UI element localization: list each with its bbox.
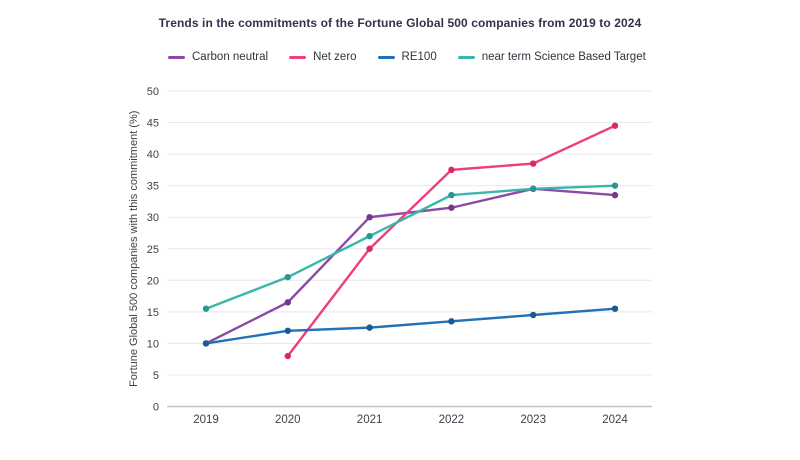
data-point-net-zero[interactable] [366,245,373,252]
data-point-near-term-science-based-target[interactable] [530,185,537,193]
legend-line-swatch [289,55,307,59]
data-point-re100[interactable] [530,311,537,319]
y-tick-label: 15 [147,307,159,319]
y-tick-label: 0 [153,402,159,414]
y-tick-label: 50 [147,86,159,98]
data-point-net-zero[interactable] [448,166,455,174]
data-point-re100[interactable] [202,340,210,347]
data-point-net-zero[interactable] [530,160,537,167]
data-point-near-term-science-based-target[interactable] [448,191,455,199]
data-point-re100[interactable] [611,305,619,312]
legend-label: RE100 [401,51,437,63]
legend-label: near term Science Based Target [481,51,646,63]
data-point-carbon-neutral[interactable] [284,299,291,306]
data-point-near-term-science-based-target[interactable] [202,305,210,312]
data-point-re100[interactable] [366,324,373,331]
legend-line-swatch [377,55,395,59]
y-tick-label: 25 [147,244,159,256]
legend-item-near-term-science-based-target[interactable]: near term Science Based Target [457,51,646,63]
chart-title: Trends in the commitments of the Fortune… [158,16,642,30]
y-tick-label: 45 [147,118,159,130]
data-point-carbon-neutral[interactable] [448,204,455,211]
data-point-near-term-science-based-target[interactable] [611,182,619,189]
series-line-near-term-science-based-target[interactable] [204,184,617,310]
x-tick-label: 2021 [357,414,383,426]
y-tick-label: 30 [147,212,159,224]
x-tick-label: 2022 [439,414,465,426]
data-point-net-zero[interactable] [611,122,619,129]
series-line-re100[interactable] [204,307,617,345]
data-point-carbon-neutral[interactable] [366,214,373,221]
data-point-near-term-science-based-target[interactable] [366,232,373,240]
legend-line-swatch [168,55,185,59]
y-tick-label: 10 [147,338,159,350]
legend-line-swatch [457,55,475,59]
legend-item-re100[interactable]: RE100 [377,51,437,63]
y-axis-title: Fortune Global 500 companies with this c… [128,111,140,387]
data-point-carbon-neutral[interactable] [611,191,619,199]
x-tick-label: 2020 [275,414,301,426]
data-point-re100[interactable] [284,327,291,334]
y-tick-label: 20 [147,275,159,287]
x-tick-label: 2024 [602,414,628,426]
series-line-carbon-neutral[interactable] [204,187,617,345]
y-tick-label: 40 [147,149,159,161]
data-point-near-term-science-based-target[interactable] [284,273,291,281]
legend-item-net-zero[interactable]: Net zero [289,51,357,63]
data-point-net-zero[interactable] [284,352,291,360]
x-tick-label: 2019 [193,414,219,426]
x-tick-label: 2023 [520,414,546,426]
legend-label: Carbon neutral [192,51,269,63]
legend-item-carbon-neutral[interactable]: Carbon neutral [168,51,268,63]
y-tick-label: 5 [153,370,159,382]
y-tick-label: 35 [147,181,159,193]
data-point-re100[interactable] [448,318,455,325]
legend-label: Net zero [313,51,357,63]
chart-legend: Carbon neutral Net zero RE100 near term Sci… [168,51,646,63]
